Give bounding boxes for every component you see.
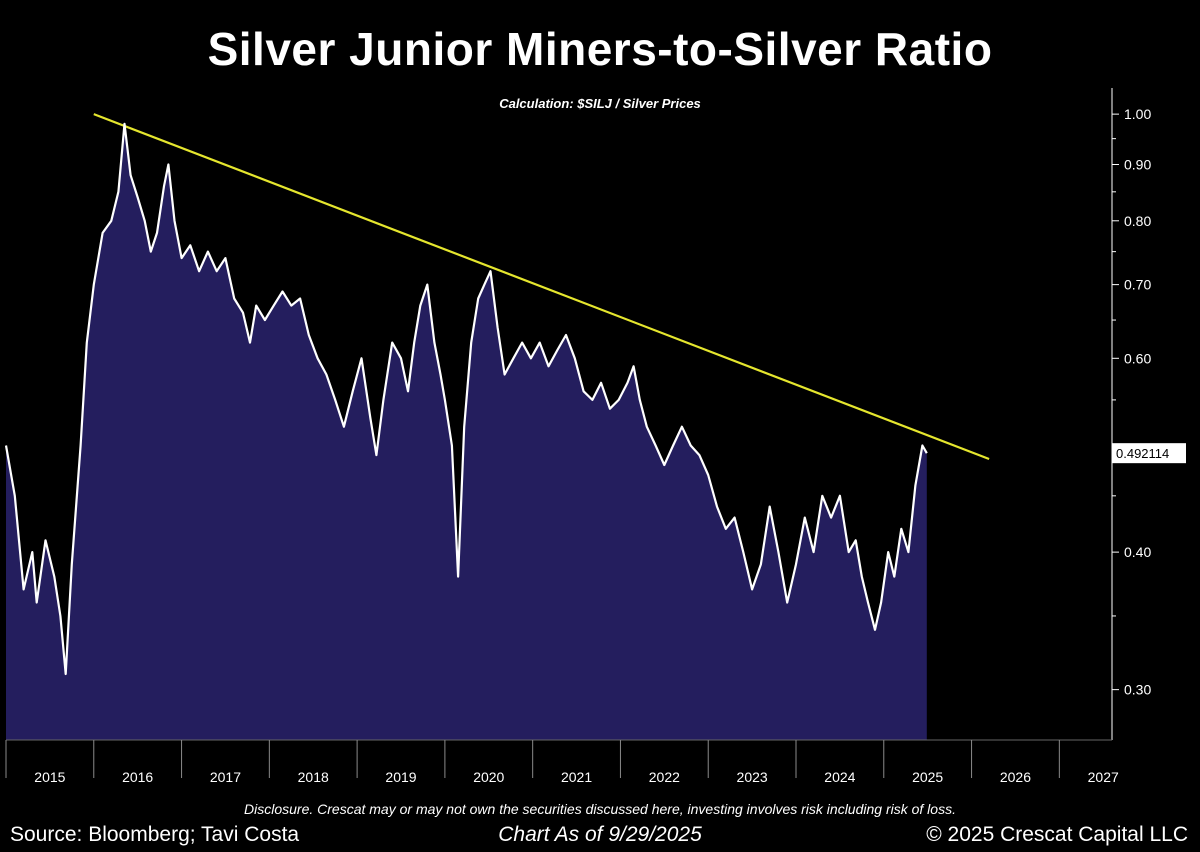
x-tick-label: 2019: [385, 769, 416, 785]
y-tick-label: 0.60: [1124, 350, 1151, 366]
y-tick-label: 0.90: [1124, 156, 1151, 172]
chart-subtitle: Calculation: $SILJ / Silver Prices: [499, 96, 701, 111]
series-line: [4, 122, 928, 676]
y-tick-label: 0.70: [1124, 277, 1151, 293]
disclosure-text: Disclosure. Crescat may or may not own t…: [244, 801, 956, 817]
last-value-label: 0.492114: [1116, 446, 1169, 461]
x-tick-label: 2015: [34, 769, 65, 785]
x-tick-label: 2023: [737, 769, 768, 785]
y-tick-label: 0.80: [1124, 213, 1151, 229]
x-tick-label: 2024: [824, 769, 855, 785]
x-tick-label: 2018: [298, 769, 329, 785]
source-text: Source: Bloomberg; Tavi Costa: [10, 823, 300, 846]
trendline: [93, 113, 990, 461]
x-tick-label: 2025: [912, 769, 943, 785]
x-tick-label: 2020: [473, 769, 504, 785]
x-tick-label: 2027: [1088, 769, 1119, 785]
series-area: [6, 123, 927, 741]
x-tick-label: 2017: [210, 769, 241, 785]
chart-title: Silver Junior Miners-to-Silver Ratio: [207, 23, 993, 75]
x-tick-label: 2021: [561, 769, 592, 785]
copyright-text: © 2025 Crescat Capital LLC: [926, 823, 1188, 846]
y-tick-label: 1.00: [1124, 106, 1151, 122]
as-of-date: Chart As of 9/29/2025: [498, 823, 702, 846]
x-tick-label: 2026: [1000, 769, 1031, 785]
x-tick-label: 2022: [649, 769, 680, 785]
last-value-box: [1112, 443, 1186, 464]
x-tick-label: 2016: [122, 769, 153, 785]
y-tick-label: 0.40: [1124, 544, 1151, 560]
y-tick-label: 0.30: [1124, 682, 1151, 698]
